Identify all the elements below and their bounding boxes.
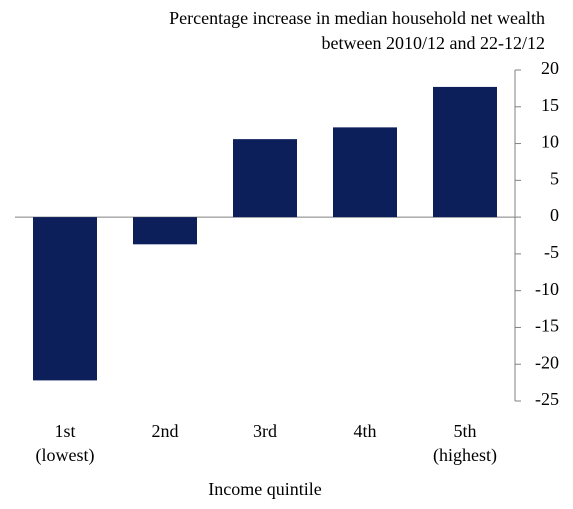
x-axis-label: Income quintile [208, 479, 321, 499]
y-tick-label: -5 [544, 242, 559, 262]
y-tick-label: -15 [535, 316, 559, 336]
chart-title: between 2010/12 and 22-12/12 [322, 33, 545, 53]
x-tick-label: 2nd [152, 421, 179, 441]
y-tick-label: -20 [535, 352, 559, 372]
x-tick-label: 1st [54, 421, 75, 441]
y-tick-label: -10 [535, 279, 559, 299]
bar [33, 217, 97, 381]
chart-title: Percentage increase in median household … [169, 8, 545, 28]
bar [333, 127, 397, 218]
bar [233, 139, 297, 218]
y-tick-label: 0 [550, 205, 559, 225]
x-tick-label: 4th [353, 421, 376, 441]
y-tick-label: 15 [541, 95, 559, 115]
y-tick-label: -25 [535, 389, 559, 409]
y-tick-label: 20 [541, 58, 559, 78]
y-tick-label: 5 [550, 168, 559, 188]
x-tick-label: 5th [453, 421, 476, 441]
x-tick-label: 3rd [253, 421, 277, 441]
y-tick-label: 10 [541, 132, 559, 152]
x-tick-label: (lowest) [36, 445, 95, 466]
bar [133, 217, 197, 245]
bar [433, 86, 497, 218]
x-tick-label: (highest) [433, 445, 497, 466]
